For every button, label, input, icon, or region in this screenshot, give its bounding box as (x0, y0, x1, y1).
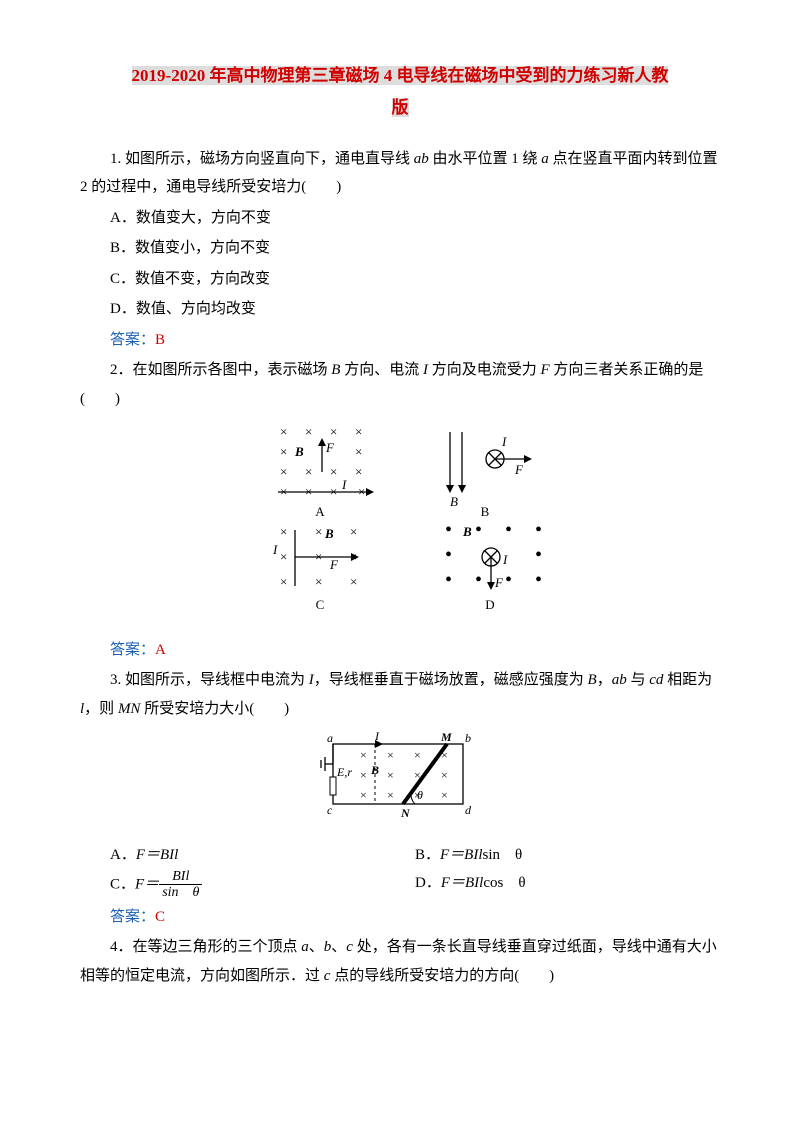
svg-text:×: × (330, 424, 337, 439)
q1-optA: A．数值变大，方向不变 (110, 204, 720, 233)
svg-text:×: × (280, 574, 287, 589)
svg-text:×: × (414, 748, 421, 762)
svg-text:B: B (450, 494, 458, 509)
svg-text:×: × (387, 788, 394, 802)
svg-text:×: × (387, 748, 394, 762)
q3-stem: 3. 如图所示，导线框中电流为 I，导线框垂直于磁场放置，磁感应强度为 B，ab… (80, 666, 720, 723)
svg-text:×: × (360, 788, 367, 802)
q2-answer: 答案：A (110, 636, 720, 665)
q3-opts-row2: C．F＝BIlsin θ D．F＝BIlcos θ (110, 869, 720, 901)
svg-text:θ: θ (417, 788, 423, 802)
svg-text:×: × (280, 524, 287, 539)
svg-text:F: F (329, 557, 339, 572)
q1-optD: D．数值、方向均改变 (110, 295, 720, 324)
page-title: 2019-2020 年高中物理第三章磁场 4 电导线在磁场中受到的力练习新人教 … (80, 60, 720, 125)
svg-text:•: • (475, 569, 482, 591)
svg-text:A: A (315, 504, 325, 519)
svg-text:E,r: E,r (336, 765, 352, 779)
svg-text:×: × (360, 768, 367, 782)
svg-text:I: I (341, 477, 347, 492)
svg-text:I: I (501, 434, 507, 449)
q3-optC: C．F＝BIlsin θ (110, 869, 415, 901)
svg-text:B: B (370, 763, 379, 777)
svg-text:•: • (535, 519, 542, 541)
svg-text:•: • (535, 544, 542, 566)
svg-text:×: × (330, 464, 337, 479)
svg-text:×: × (441, 768, 448, 782)
q1-optB: B．数值变小，方向不变 (110, 234, 720, 263)
q1-answer: 答案：B (110, 326, 720, 355)
svg-text:N: N (400, 806, 411, 820)
svg-text:M: M (440, 730, 452, 744)
svg-text:×: × (355, 444, 362, 459)
svg-text:•: • (445, 569, 452, 591)
q3-opts-row1: A．F＝BIl B．F＝BIlsin θ (110, 841, 720, 870)
svg-text:D: D (485, 597, 494, 612)
svg-text:•: • (445, 519, 452, 541)
svg-text:B: B (481, 504, 490, 519)
svg-text:×: × (280, 444, 287, 459)
svg-text:F: F (325, 440, 335, 455)
svg-text:×: × (360, 748, 367, 762)
title-line1: 2019-2020 年高中物理第三章磁场 4 电导线在磁场中受到的力练习新人教 (132, 66, 669, 85)
q4-stem: 4．在等边三角形的三个顶点 a、b、c 处，各有一条长直导线垂直穿过纸面，导线中… (80, 933, 720, 990)
svg-text:•: • (535, 569, 542, 591)
svg-text:×: × (387, 768, 394, 782)
svg-text:×: × (350, 524, 357, 539)
q2-stem: 2．在如图所示各图中，表示磁场 B 方向、电流 I 方向及电流受力 F 方向三者… (80, 356, 720, 413)
svg-text:C: C (316, 597, 325, 612)
svg-text:I: I (374, 729, 380, 743)
svg-text:a: a (327, 731, 333, 745)
svg-text:d: d (465, 803, 472, 817)
svg-text:×: × (305, 464, 312, 479)
q1-optC: C．数值不变，方向改变 (110, 265, 720, 294)
svg-text:F: F (494, 575, 504, 590)
svg-text:•: • (475, 519, 482, 541)
svg-text:•: • (505, 519, 512, 541)
svg-text:c: c (327, 803, 333, 817)
svg-text:b: b (465, 731, 471, 745)
svg-text:F: F (514, 462, 524, 477)
svg-text:×: × (350, 574, 357, 589)
svg-text:×: × (315, 574, 322, 589)
svg-text:×: × (280, 464, 287, 479)
q1-stem: 1. 如图所示，磁场方向竖直向下，通电直导线 ab 由水平位置 1 绕 a 点在… (80, 145, 720, 202)
svg-text:B: B (294, 444, 304, 459)
svg-text:I: I (502, 552, 508, 567)
q3-figure: E,r ×××× ×××× ×××× B I a b c d M N θ (80, 729, 720, 835)
svg-text:×: × (315, 524, 322, 539)
svg-text:•: • (505, 569, 512, 591)
svg-text:×: × (441, 788, 448, 802)
svg-text:I: I (272, 542, 278, 557)
svg-text:•: • (445, 544, 452, 566)
svg-text:×: × (355, 464, 362, 479)
svg-text:×: × (280, 424, 287, 439)
svg-text:×: × (355, 424, 362, 439)
q3-optD: D．F＝BIlcos θ (415, 869, 720, 901)
svg-text:B: B (462, 524, 472, 539)
svg-text:B: B (324, 526, 334, 541)
q2-figure: ×××× ×× ×××× ×××× B F I A B I F B ××× ××… (80, 419, 720, 630)
q3-optA: A．F＝BIl (110, 841, 415, 870)
q3-optB: B．F＝BIlsin θ (415, 841, 720, 870)
q3-answer: 答案：C (110, 903, 720, 932)
svg-text:×: × (305, 424, 312, 439)
title-line2: 版 (392, 98, 409, 117)
svg-text:×: × (280, 549, 287, 564)
